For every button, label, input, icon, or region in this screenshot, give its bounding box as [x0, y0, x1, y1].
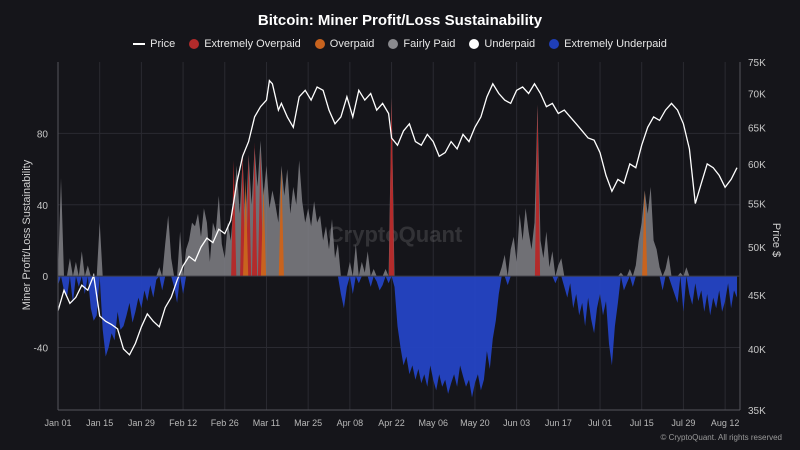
y-tick-label-left: 80 — [37, 129, 49, 140]
y-tick-label-right: 40K — [748, 345, 766, 356]
fairly-paid-area — [58, 97, 738, 277]
legend-item-underpaid[interactable]: Underpaid — [469, 38, 535, 50]
legend-label: Overpaid — [329, 38, 375, 50]
y-tick-label-left: 0 — [42, 272, 48, 283]
price-series — [57, 79, 738, 356]
overpaid-spike — [231, 160, 237, 277]
x-tick-label: Jun 03 — [503, 418, 530, 428]
x-tick-label: Mar 25 — [294, 418, 322, 428]
x-tick-label: Jul 01 — [588, 418, 612, 428]
legend-dot-icon — [189, 39, 200, 49]
x-tick-label: Jan 01 — [44, 418, 71, 428]
y-tick-label-right: 50K — [748, 243, 766, 254]
x-tick-label: Apr 08 — [337, 418, 364, 428]
legend-item-fairly-paid[interactable]: Fairly Paid — [388, 38, 455, 50]
sustainability-areas — [58, 97, 738, 398]
y-tick-label-right: 70K — [748, 90, 766, 101]
legend-dot-icon — [388, 39, 399, 49]
x-tick-label: May 20 — [460, 418, 490, 428]
watermark: CryptoQuant — [328, 222, 463, 247]
y-tick-label-right: 45K — [748, 291, 766, 302]
legend-label: Underpaid — [484, 38, 536, 50]
legend-label: Extremely Underpaid — [564, 38, 667, 50]
legend-label: Fairly Paid — [403, 38, 456, 50]
legend-dot-icon — [469, 39, 480, 49]
legend-line-icon — [133, 43, 146, 45]
x-tick-label: Jan 15 — [86, 418, 113, 428]
overpaid-spike — [278, 169, 284, 277]
overpaid-spike — [251, 142, 258, 277]
y-tick-label-right: 75K — [748, 58, 766, 69]
overpaid-spike — [260, 186, 267, 277]
legend-dot-icon — [314, 39, 325, 49]
extremely-underpaid-area — [58, 276, 738, 398]
overpaid-spike — [388, 97, 395, 277]
overpaid-spike — [534, 104, 541, 277]
legend-item-extremely-overpaid[interactable]: Extremely Overpaid — [189, 38, 301, 50]
x-tick-label: May 06 — [418, 418, 448, 428]
y-tick-label-right: 55K — [748, 200, 766, 211]
x-tick-label: Jan 29 — [128, 418, 155, 428]
overpaid-spikes — [231, 97, 648, 277]
legend-item-overpaid[interactable]: Overpaid — [314, 38, 375, 50]
x-tick-label: Feb 12 — [169, 418, 197, 428]
overpaid-spike — [243, 178, 249, 277]
chart-title: Bitcoin: Miner Profit/Loss Sustainabilit… — [257, 12, 543, 29]
y-axis-right-label: Price $ — [770, 223, 782, 257]
x-tick-label: Jul 29 — [671, 418, 695, 428]
axes: Jan 01 Jan 15 Jan 29 Feb 12 Feb 26 Mar 11 Mar … — [34, 58, 767, 428]
x-tick-label: Apr 22 — [378, 418, 405, 428]
x-tick-label: Feb 26 — [211, 418, 239, 428]
y-tick-label-right: 35K — [748, 406, 766, 417]
y-tick-label-left: 40 — [37, 201, 49, 212]
x-tick-label: Jul 15 — [630, 418, 654, 428]
x-tick-label: Jun 17 — [545, 418, 572, 428]
legend-item-extremely-underpaid[interactable]: Extremely Underpaid — [549, 38, 667, 50]
overpaid-spike — [642, 190, 648, 277]
legend-label: Price — [150, 38, 176, 50]
copyright-note: © CryptoQuant. All rights reserved — [661, 433, 783, 442]
legend-label: Extremely Overpaid — [204, 38, 301, 50]
y-tick-label-right: 60K — [748, 160, 766, 171]
legend-item-price[interactable]: Price — [133, 38, 175, 50]
x-tick-label: Mar 11 — [253, 418, 280, 428]
x-tick-label: Aug 12 — [711, 418, 740, 428]
legend-dot-icon — [549, 39, 560, 49]
chart-legend: Price Extremely Overpaid Overpaid Fairly… — [0, 38, 800, 50]
y-axis-left-label: Miner Profit/Loss Sustainability — [21, 159, 33, 310]
y-tick-label-right: 65K — [748, 123, 766, 134]
price-line — [57, 79, 738, 356]
y-tick-label-left: -40 — [34, 344, 49, 355]
